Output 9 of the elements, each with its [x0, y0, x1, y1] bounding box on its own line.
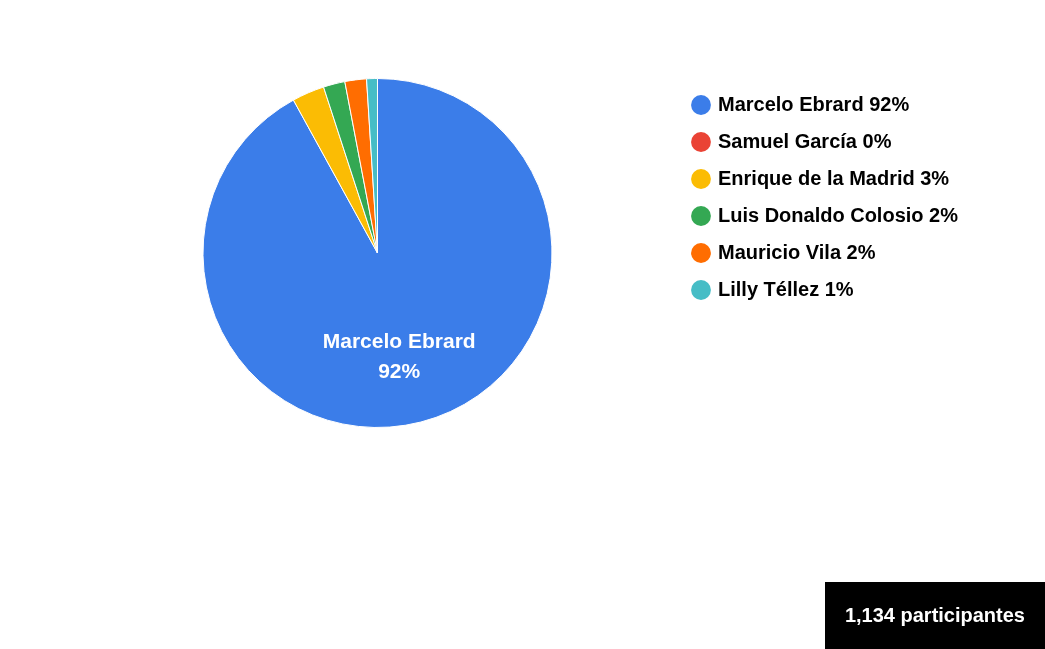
- slice-label: Marcelo Ebrard: [322, 329, 476, 353]
- category-label: Marcelo Ebrard 92%: [717, 92, 910, 115]
- data-label: 92%: [378, 359, 421, 383]
- legend-label: Lilly Téllez 1%: [717, 277, 854, 300]
- legend-label: Enrique de la Madrid 3%: [717, 166, 950, 189]
- legend-label: Mauricio Vila 2%: [717, 240, 876, 263]
- text: 1,134 participantes: [824, 582, 1045, 649]
- legend-label: Luis Donaldo Colosio 2%: [717, 203, 959, 226]
- legend-label: Samuel García 0%: [717, 129, 892, 152]
